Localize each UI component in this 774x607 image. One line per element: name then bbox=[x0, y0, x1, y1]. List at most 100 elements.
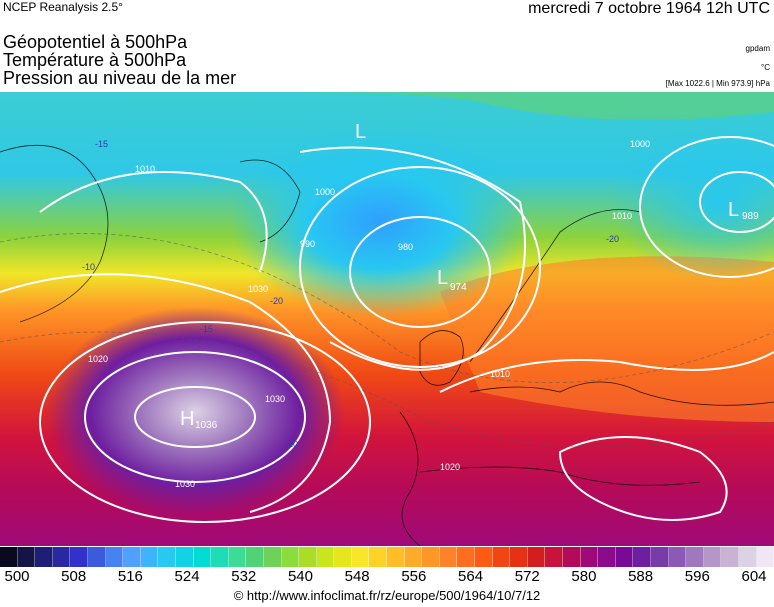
color-swatch bbox=[686, 547, 704, 567]
title-geopotential: Géopotentiel à 500hPa bbox=[3, 32, 188, 52]
isobar-labels: 1000 1010 1020 1030 990 980 1030 1020 10… bbox=[88, 139, 650, 489]
color-scale-tick-label: 564 bbox=[458, 568, 484, 585]
color-scale-tick-label: 516 bbox=[117, 568, 143, 585]
color-swatch bbox=[633, 547, 651, 567]
temperature-label: -20 bbox=[606, 234, 619, 244]
isobar-label: 1020 bbox=[440, 462, 460, 472]
color-swatch bbox=[17, 547, 36, 567]
color-swatch bbox=[703, 547, 722, 567]
isobar-label: 1010 bbox=[612, 211, 632, 221]
pressure-centers: H 1036 L 974 L 989 L bbox=[180, 121, 759, 431]
color-swatch bbox=[650, 547, 669, 567]
low-center-value: 989 bbox=[742, 211, 759, 222]
low-center-letter: L bbox=[437, 267, 448, 289]
isobar-label: 990 bbox=[300, 239, 315, 249]
color-swatch bbox=[580, 547, 599, 567]
color-scale-tick-label: 572 bbox=[514, 568, 540, 585]
color-swatch bbox=[721, 547, 739, 567]
temperature-label: -20 bbox=[270, 296, 283, 306]
unit-geopotential: gpdam bbox=[745, 44, 770, 53]
isobar-label: 1030 bbox=[175, 479, 195, 489]
color-swatch bbox=[193, 547, 212, 567]
color-swatch bbox=[87, 547, 106, 567]
title-temperature: Température à 500hPa bbox=[3, 50, 187, 70]
color-swatch bbox=[246, 547, 264, 567]
color-scale-tick-label: 556 bbox=[401, 568, 427, 585]
isobar-label: 1030 bbox=[248, 284, 268, 294]
color-scale-tick-label: 508 bbox=[61, 568, 87, 585]
color-swatch bbox=[598, 547, 616, 567]
color-swatch bbox=[334, 547, 352, 567]
data-source-label: NCEP Reanalysis 2.5° bbox=[3, 0, 123, 14]
color-swatch bbox=[316, 547, 335, 567]
color-swatch bbox=[457, 547, 476, 567]
color-swatch bbox=[492, 547, 511, 567]
color-swatch bbox=[175, 547, 194, 567]
color-scale-tick-label: 596 bbox=[684, 568, 710, 585]
color-swatch bbox=[299, 547, 317, 567]
color-scale-tick-label: 580 bbox=[571, 568, 597, 585]
color-swatch bbox=[0, 547, 18, 567]
color-swatch bbox=[123, 547, 141, 567]
color-scale-ticks: 500 508 516 524 532 540 548 556 564 572 580 588 596 6… bbox=[0, 568, 774, 588]
isobar-label: 1000 bbox=[315, 187, 335, 197]
temperature-labels: -20 -15 -10 -20 -15 -10 bbox=[82, 139, 619, 449]
color-swatch bbox=[475, 547, 493, 567]
color-swatch bbox=[404, 547, 423, 567]
temperature-label: -15 bbox=[200, 324, 213, 334]
temperature-label: -10 bbox=[285, 439, 298, 449]
color-swatch bbox=[35, 547, 53, 567]
isobar-label: 1010 bbox=[135, 164, 155, 174]
color-swatch bbox=[52, 547, 71, 567]
color-swatch bbox=[281, 547, 300, 567]
isobar-label: 980 bbox=[398, 242, 413, 252]
color-swatch bbox=[70, 547, 88, 567]
color-swatch bbox=[105, 547, 124, 567]
color-scale-tick-label: 500 bbox=[4, 568, 30, 585]
color-swatch bbox=[738, 547, 757, 567]
color-scale-tick-label: 540 bbox=[287, 568, 313, 585]
color-swatch bbox=[263, 547, 282, 567]
color-swatch bbox=[140, 547, 159, 567]
source-url: © http://www.infoclimat.fr/rz/europe/500… bbox=[233, 588, 541, 603]
color-swatch bbox=[563, 547, 581, 567]
color-swatch bbox=[615, 547, 634, 567]
cold-pool-north bbox=[230, 127, 530, 317]
color-scale-tick-label: 532 bbox=[231, 568, 257, 585]
temperature-label: -15 bbox=[95, 139, 108, 149]
isobars bbox=[0, 136, 774, 523]
color-swatch bbox=[228, 547, 247, 567]
color-swatch bbox=[387, 547, 405, 567]
title-pressure: Pression au niveau de la mer bbox=[3, 68, 237, 88]
low-center-letter: L bbox=[355, 121, 366, 143]
color-scale bbox=[0, 547, 774, 567]
color-swatch bbox=[351, 547, 370, 567]
high-center-value: 1036 bbox=[195, 420, 218, 431]
temperature-label: -10 bbox=[82, 262, 95, 272]
warm-tongue bbox=[440, 256, 774, 422]
color-swatch bbox=[369, 547, 388, 567]
color-swatch bbox=[545, 547, 563, 567]
color-swatch bbox=[158, 547, 176, 567]
color-swatch bbox=[527, 547, 546, 567]
unit-temperature: °C bbox=[761, 63, 770, 72]
low-center-letter: L bbox=[728, 199, 739, 221]
isobar-label: 1000 bbox=[630, 139, 650, 149]
color-scale-tick-label: 524 bbox=[174, 568, 200, 585]
color-scale-tick-label: 548 bbox=[344, 568, 370, 585]
color-scale-tick-label: 588 bbox=[628, 568, 654, 585]
high-center-letter: H bbox=[180, 408, 194, 430]
color-swatch bbox=[756, 547, 774, 567]
color-swatch bbox=[211, 547, 229, 567]
low-center-value: 974 bbox=[450, 282, 467, 293]
isobar-label: 1010 bbox=[490, 369, 510, 379]
color-swatch bbox=[668, 547, 687, 567]
color-swatch bbox=[439, 547, 458, 567]
weather-map: 1000 1010 1020 1030 990 980 1030 1020 10… bbox=[0, 92, 774, 546]
unit-pressure: [Max 1022.6 | Min 973.9] hPa bbox=[665, 79, 770, 88]
date-time-label: mercredi 7 octobre 1964 12h UTC bbox=[528, 0, 770, 17]
green-band-north bbox=[0, 92, 774, 120]
isobar-label: 1030 bbox=[265, 394, 285, 404]
isobar-label: 1020 bbox=[88, 354, 108, 364]
color-scale-tick-label: 604 bbox=[741, 568, 767, 585]
